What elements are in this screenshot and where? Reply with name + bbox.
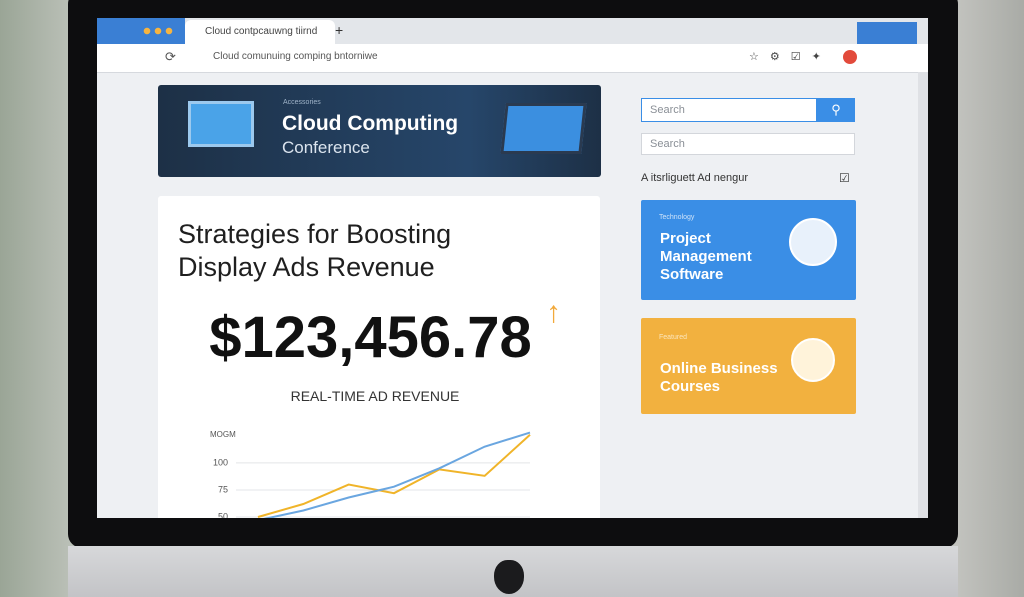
revenue-line <box>263 431 531 518</box>
browser-tab[interactable]: Cloud contpcauwng tiirnd <box>185 20 335 44</box>
search-input[interactable]: Search <box>641 98 817 122</box>
y-tick-label: 50 <box>218 511 228 518</box>
revenue-chart: MOGM 50 75 100 <box>210 430 531 518</box>
search-button[interactable]: ⚲ <box>817 98 855 122</box>
banner-illustration <box>188 101 254 147</box>
profile[interactable] <box>843 50 857 64</box>
toolbar-icons[interactable]: ☆⚙☑✦ <box>749 51 832 63</box>
reload[interactable]: ⟳ <box>165 49 176 64</box>
chart-title: MOGM <box>210 430 236 439</box>
trend-arrow: ↑ <box>546 296 561 329</box>
revenue-label: REAL-TIME AD REVENUE <box>290 388 460 404</box>
banner-eyebrow: Accessories <box>283 99 321 106</box>
card-eyebrow: Technology <box>659 214 695 221</box>
ad-card[interactable]: Technology Project Management Software <box>641 200 856 300</box>
new-tab[interactable]: + <box>335 22 344 38</box>
banner-title: Cloud Computing <box>282 112 459 135</box>
ad-choices[interactable]: ☑ <box>839 171 850 185</box>
search-select[interactable]: Search <box>641 133 855 155</box>
revenue-value: $123,456.78 <box>209 305 532 370</box>
y-tick-label: 100 <box>213 457 228 467</box>
banner-ad[interactable]: Accessories Cloud Computing Conference <box>158 85 601 177</box>
ad-label: A itsrliguett Ad nengur <box>641 172 749 184</box>
scrollbar[interactable] <box>918 72 928 518</box>
card-title: Project Management Software <box>660 230 752 283</box>
y-tick-label: 75 <box>218 484 228 494</box>
card-icon <box>789 218 837 266</box>
article-card: Strategies for Boosting Display Ads Reve… <box>158 196 600 518</box>
card-icon <box>791 338 835 382</box>
article-title: Strategies for Boosting Display Ads Reve… <box>178 219 452 282</box>
banner-subtitle: Conference <box>282 138 370 157</box>
window-controls <box>97 18 185 44</box>
card-eyebrow: Featured <box>659 334 688 341</box>
card-title: Online Business Courses <box>660 360 778 395</box>
logo <box>494 560 524 594</box>
revenue-line <box>257 434 531 518</box>
url[interactable]: Cloud comunuing comping bntorniwe <box>213 51 378 62</box>
screen: Cloud contpcauwng tiirnd + ⟳ Cloud comun… <box>97 18 928 518</box>
tab-bar-end <box>857 22 917 44</box>
ad-card[interactable]: Featured Online Business Courses <box>641 318 856 414</box>
banner-laptop <box>500 103 587 154</box>
address-bar <box>97 44 928 73</box>
